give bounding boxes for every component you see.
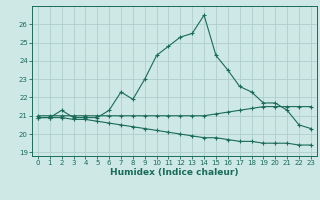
X-axis label: Humidex (Indice chaleur): Humidex (Indice chaleur) (110, 168, 239, 177)
